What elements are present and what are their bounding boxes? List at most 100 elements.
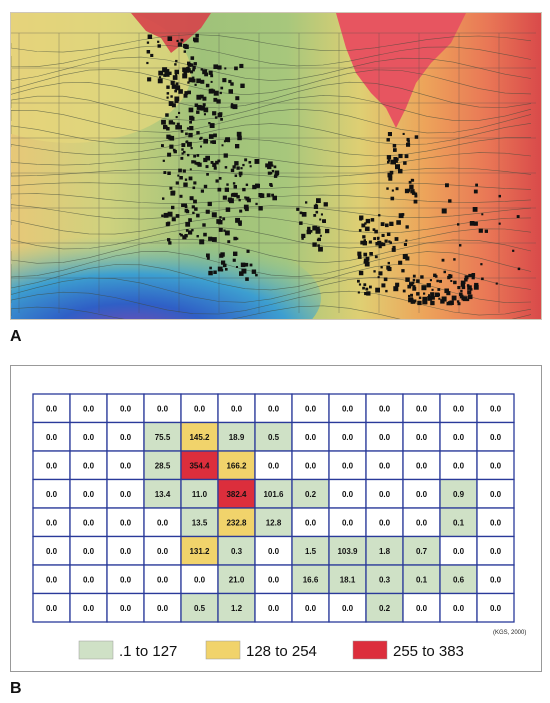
oil-field-marker — [200, 79, 205, 84]
oil-field-marker — [202, 103, 206, 107]
oil-field-marker — [185, 132, 188, 136]
oil-field-marker — [175, 181, 179, 185]
county-value-label: 0.0 — [83, 604, 95, 613]
county-cell — [365, 393, 404, 424]
county-value-label: 0.0 — [453, 433, 465, 442]
oil-field-marker — [366, 291, 371, 296]
county-value-label: 0.0 — [268, 461, 280, 470]
county-value-label: 0.0 — [305, 604, 317, 613]
oil-field-marker — [224, 187, 229, 192]
oil-field-marker — [387, 261, 390, 265]
oil-field-marker — [162, 159, 165, 162]
oil-field-marker — [183, 50, 186, 53]
county-value-label: 0.0 — [46, 461, 58, 470]
oil-field-marker — [230, 193, 235, 197]
oil-field-marker — [234, 174, 238, 177]
county-value-label: 1.2 — [231, 604, 243, 613]
oil-field-marker — [365, 287, 369, 291]
oil-field-marker — [391, 247, 396, 252]
oil-field-marker — [166, 92, 170, 95]
panel-b-label: B — [10, 680, 22, 697]
oil-field-marker — [236, 166, 240, 170]
oil-field-marker — [512, 249, 515, 252]
oil-field-marker — [372, 228, 376, 231]
oil-field-marker — [313, 204, 319, 209]
county-value-label: 0.0 — [157, 547, 169, 556]
oil-field-marker — [244, 204, 248, 209]
oil-field-marker — [184, 208, 189, 213]
county-value-label: 0.0 — [379, 433, 391, 442]
county-value-label: 0.0 — [46, 604, 58, 613]
oil-field-marker — [205, 165, 209, 169]
county-map-panel: 0.0 0.0 0.0 0.0 0.0 0.0 0.0 0.0 0.0 0.0 0.0 0.0 0.0 0… — [10, 365, 542, 672]
oil-field-marker — [183, 150, 186, 154]
oil-field-marker — [406, 142, 411, 147]
county-value-label: 0.0 — [490, 461, 502, 470]
oil-field-marker — [172, 75, 178, 80]
county-value-label: 0.0 — [305, 461, 317, 470]
oil-field-marker — [408, 294, 411, 298]
county-cell — [143, 564, 182, 595]
county-value-label: 0.0 — [416, 461, 428, 470]
oil-field-marker — [462, 296, 468, 302]
county-value-label: 0.0 — [453, 404, 465, 413]
oil-field-marker — [196, 213, 200, 218]
oil-field-marker — [405, 239, 408, 242]
oil-field-marker — [249, 263, 253, 267]
oil-field-marker — [168, 71, 172, 75]
oil-field-marker — [251, 269, 257, 274]
oil-field-marker — [175, 59, 178, 63]
oil-field-marker — [244, 262, 249, 267]
oil-field-marker — [179, 176, 183, 180]
oil-field-marker — [185, 140, 189, 143]
oil-field-marker — [213, 166, 217, 170]
oil-field-marker — [218, 220, 223, 225]
oil-field-marker — [210, 80, 213, 83]
county-value-label: 0.0 — [268, 404, 280, 413]
oil-field-marker — [241, 268, 247, 274]
contour-line — [11, 215, 532, 235]
oil-field-marker — [177, 125, 182, 130]
county-cell — [476, 564, 515, 595]
county-value-label: 0.0 — [490, 575, 502, 584]
county-value-label: 0.0 — [157, 575, 169, 584]
county-cell — [439, 450, 478, 481]
oil-field-marker — [386, 155, 392, 160]
oil-field-marker — [439, 279, 442, 283]
county-value-label: 145.2 — [189, 433, 210, 442]
oil-field-marker — [232, 258, 236, 262]
oil-field-marker — [181, 148, 184, 151]
oil-field-marker — [196, 78, 201, 84]
county-value-label: 12.8 — [266, 518, 282, 527]
county-cell — [328, 507, 367, 538]
oil-field-marker — [385, 223, 389, 228]
oil-field-marker — [210, 161, 214, 164]
contour-line — [11, 108, 532, 134]
oil-field-marker — [188, 176, 193, 181]
oil-field-marker — [190, 56, 195, 60]
oil-field-marker — [433, 273, 437, 277]
oil-field-marker — [147, 77, 152, 82]
county-value-label: 0.0 — [120, 461, 132, 470]
county-cell — [143, 592, 182, 623]
oil-field-marker — [175, 125, 180, 130]
oil-field-marker — [358, 283, 362, 286]
oil-field-marker — [157, 44, 161, 48]
oil-field-marker — [410, 293, 413, 297]
county-cell — [180, 592, 219, 623]
oil-field-marker — [449, 302, 453, 306]
county-cell — [106, 535, 145, 566]
oil-field-marker — [146, 61, 149, 65]
oil-field-marker — [202, 96, 207, 101]
oil-field-marker — [169, 186, 173, 190]
oil-field-marker — [213, 133, 217, 138]
oil-field-marker — [238, 199, 241, 202]
oil-field-marker — [312, 225, 318, 231]
oil-field-marker — [212, 162, 217, 167]
county-value-label: 0.0 — [157, 518, 169, 527]
oil-field-marker — [448, 301, 452, 305]
oil-field-marker — [412, 285, 416, 288]
oil-field-marker — [217, 65, 222, 70]
oil-field-marker — [254, 159, 260, 164]
county-cell — [402, 592, 441, 623]
